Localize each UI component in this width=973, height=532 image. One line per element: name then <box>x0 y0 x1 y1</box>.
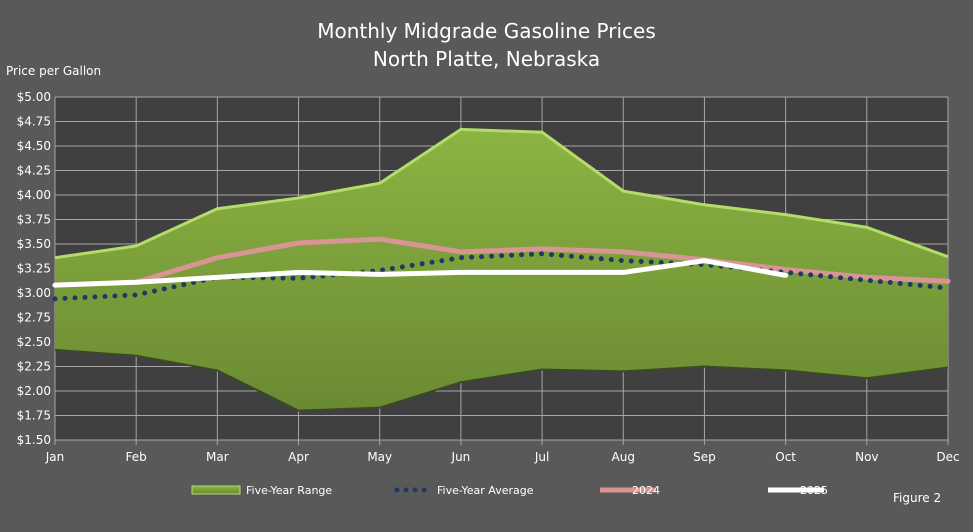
legend: Five-Year Range Five-Year Average 2024 2025 <box>191 484 828 497</box>
legend-item: 2024 <box>600 484 660 497</box>
x-tick-label: Feb <box>126 450 147 464</box>
y-tick-label: $2.75 <box>17 311 51 325</box>
legend-item: 2025 <box>768 484 828 497</box>
x-tick-label: Oct <box>775 450 796 464</box>
y-tick-label: $4.00 <box>17 188 51 202</box>
y-tick-label: $3.75 <box>17 213 51 227</box>
legend-label: Five-Year Range <box>246 484 332 497</box>
y-tick-label: $3.50 <box>17 237 51 251</box>
x-tick-label: Nov <box>855 450 878 464</box>
y-tick-label: $3.00 <box>17 286 51 300</box>
x-tick-label: Aug <box>612 450 635 464</box>
y-tick-label: $2.00 <box>17 384 51 398</box>
five-year-low-edge <box>54 348 949 412</box>
series-line-2025 <box>52 258 789 288</box>
x-tick-label: Jun <box>451 450 471 464</box>
y-tick-label: $1.50 <box>17 433 51 447</box>
y-tick-label: $1.75 <box>17 409 51 423</box>
series-line-2024 <box>52 236 951 288</box>
x-tick-label: Apr <box>288 450 309 464</box>
x-tick-label: Jul <box>534 450 549 464</box>
y-tick-label: $4.50 <box>17 139 51 153</box>
x-tick-label: Mar <box>206 450 229 464</box>
y-tick-label: $2.50 <box>17 335 51 349</box>
y-axis-label: Price per Gallon <box>6 64 102 78</box>
x-tick-label: May <box>367 450 392 464</box>
y-tick-label: $4.25 <box>17 164 51 178</box>
y-tick-label: $4.75 <box>17 115 51 129</box>
legend-item: Five-Year Average <box>394 484 534 497</box>
legend-item: Five-Year Range <box>191 484 332 497</box>
y-tick-label: $3.25 <box>17 262 51 276</box>
y-tick-label: $2.25 <box>17 360 51 374</box>
legend-label: 2025 <box>800 484 828 497</box>
chart-title: Monthly Midgrade Gasoline Prices <box>317 19 656 43</box>
legend-label: 2024 <box>632 484 660 497</box>
y-tick-label: $5.00 <box>17 90 51 104</box>
legend-swatch-range <box>191 485 241 495</box>
x-tick-label: Sep <box>693 450 716 464</box>
figure-label: Figure 2 <box>893 491 942 505</box>
x-tick-label: Jan <box>45 450 65 464</box>
legend-label: Five-Year Average <box>437 484 534 497</box>
x-tick-label: Dec <box>936 450 959 464</box>
five-year-high-edge <box>54 127 949 260</box>
chart-subtitle: North Platte, Nebraska <box>372 47 601 71</box>
